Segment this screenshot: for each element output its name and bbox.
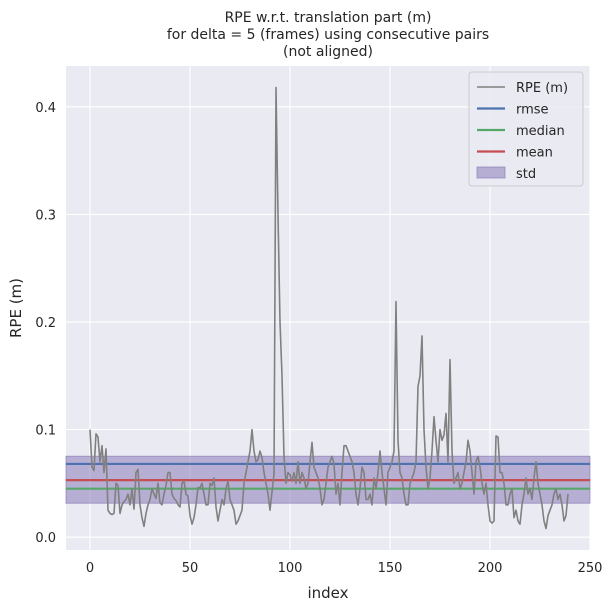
legend: RPE (m) rmse median mean std [468,71,584,187]
x-tick-label: 50 [182,561,199,576]
x-tick-label: 150 [378,561,403,576]
y-tick-label: 0.0 [35,531,56,546]
title-line-2: for delta = 5 (frames) using consecutive… [167,27,489,43]
x-tick-label: 0 [86,561,94,576]
y-tick-label: 0.3 [35,208,56,223]
y-axis-ticks: 0.0 0.1 0.2 0.3 0.4 [35,101,56,546]
x-tick-label: 200 [478,561,503,576]
legend-box [468,71,584,187]
rpe-line [89,86,569,530]
x-axis-ticks: 0 50 100 150 200 250 [86,561,603,576]
y-tick-label: 0.4 [35,101,56,116]
y-axis-label: RPE (m) [7,278,25,338]
chart-title: RPE w.r.t. translation part (m) for delt… [167,10,489,60]
x-tick-label: 250 [578,561,603,576]
legend-label: mean [516,146,553,161]
legend-label: median [516,124,565,139]
title-line-3: (not aligned) [283,44,373,60]
legend-label: RPE (m) [516,81,568,96]
y-tick-label: 0.2 [35,316,56,331]
x-tick-label: 100 [278,561,303,576]
y-tick-label: 0.1 [35,424,56,439]
legend-label: rmse [516,103,549,118]
x-axis-label: index [307,584,348,602]
title-line-1: RPE w.r.t. translation part (m) [225,10,432,26]
legend-swatch [476,166,506,179]
rpe-series [89,86,569,530]
legend-label: std [516,167,536,182]
